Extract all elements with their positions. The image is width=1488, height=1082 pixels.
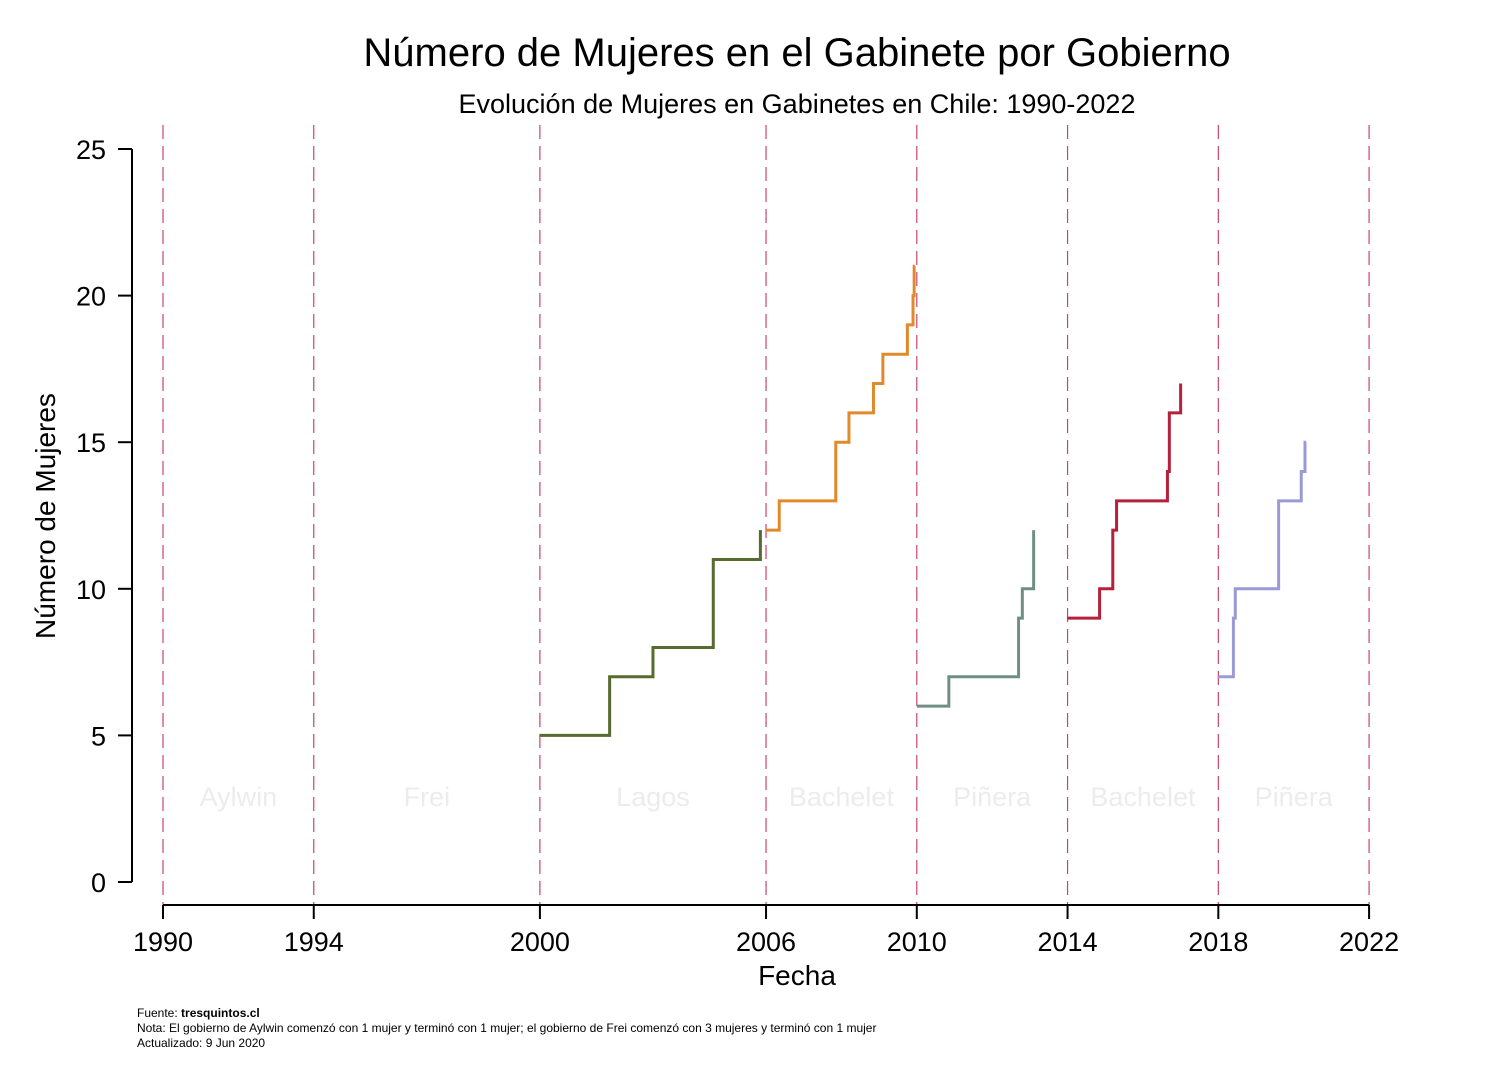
series-line [1218,440,1307,679]
y-tick-label: 5 [91,721,106,751]
y-tick-label: 15 [76,428,106,458]
x-tick-label: 2010 [887,927,947,957]
x-axis: 1990 1994 2000 2006 2010 2014 2018 2022 [133,904,1399,957]
footer-source-prefix: Fuente: [137,1006,181,1020]
x-tick-label: 1990 [133,927,193,957]
y-tick-label: 25 [76,135,106,165]
government-labels: Aylwin Frei Lagos Bachelet Piñera Bachelet Piñ… [200,782,1334,812]
footer-source: Fuente: tresquintos.cl [137,1006,260,1020]
government-label: Aylwin [200,782,278,812]
y-tick-label: 0 [91,868,106,898]
series-line [1067,383,1183,620]
x-tick-label: 2006 [736,927,796,957]
x-tick-label: 2014 [1038,927,1098,957]
series-line [539,530,762,737]
series-line [916,530,1036,708]
x-tick-label: 1994 [284,927,344,957]
government-label: Piñera [1255,782,1334,812]
chart-subtitle: Evolución de Mujeres en Gabinetes en Chi… [459,89,1136,119]
footer-source-site: tresquintos.cl [181,1006,260,1020]
series-line [766,264,916,532]
government-label: Frei [404,782,451,812]
x-tick-label: 2000 [510,927,570,957]
y-tick-label: 20 [76,282,106,312]
series-lines [539,264,1307,737]
y-tick-label: 10 [76,575,106,605]
y-axis-label: Número de Mujeres [30,393,61,639]
y-axis: 0 5 10 15 20 25 [76,135,133,898]
government-label: Bachelet [789,782,895,812]
x-tick-label: 2022 [1339,927,1399,957]
government-boundary-lines [162,125,1370,905]
government-label: Piñera [953,782,1032,812]
footer-updated: Actualizado: 9 Jun 2020 [137,1036,265,1050]
x-axis-label: Fecha [758,960,836,991]
government-label: Bachelet [1090,782,1196,812]
government-label: Lagos [616,782,690,812]
chart-title: Número de Mujeres en el Gabinete por Gob… [363,31,1230,75]
footer-note: Nota: El gobierno de Aylwin comenzó con … [137,1021,876,1035]
x-tick-label: 2018 [1188,927,1248,957]
